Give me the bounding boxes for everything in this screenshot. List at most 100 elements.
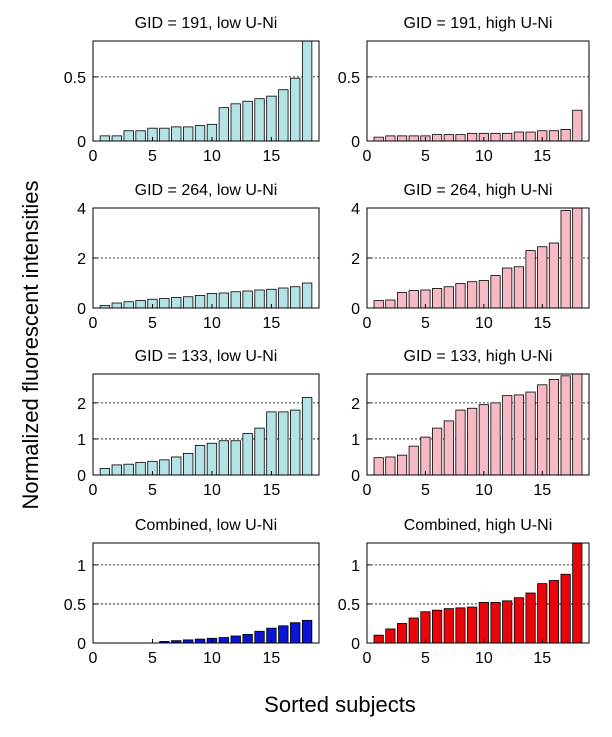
bar bbox=[254, 289, 265, 309]
bar bbox=[420, 611, 431, 644]
x-tick-label: 10 bbox=[475, 650, 493, 667]
axes-frame bbox=[92, 542, 320, 644]
bar bbox=[467, 132, 478, 142]
x-tick-label: 0 bbox=[89, 482, 98, 499]
bar bbox=[385, 456, 396, 476]
bar bbox=[396, 135, 408, 142]
bar bbox=[432, 134, 443, 142]
bar bbox=[396, 292, 408, 309]
bar bbox=[396, 454, 408, 476]
bar bbox=[373, 634, 384, 644]
bar bbox=[266, 95, 277, 142]
y-tick-label: 0 bbox=[351, 301, 360, 318]
x-tick-label: 5 bbox=[148, 482, 157, 499]
bar bbox=[373, 457, 384, 476]
bar bbox=[443, 286, 454, 309]
bar bbox=[513, 597, 524, 644]
bar bbox=[171, 126, 182, 142]
panel-title: Combined, high U-Ni bbox=[404, 517, 553, 534]
bar bbox=[182, 452, 194, 476]
panel-title: GID = 133, low U-Ni bbox=[135, 348, 278, 365]
y-tick-label: 2 bbox=[351, 251, 360, 268]
bar bbox=[560, 129, 571, 142]
x-tick-label: 10 bbox=[203, 482, 221, 499]
bar bbox=[455, 409, 466, 476]
bar bbox=[408, 445, 419, 476]
y-tick-label: 0 bbox=[77, 301, 86, 318]
bar bbox=[467, 407, 478, 476]
bar bbox=[123, 463, 134, 476]
bar bbox=[572, 207, 583, 309]
bar bbox=[218, 637, 230, 644]
bar bbox=[385, 135, 396, 142]
bar bbox=[278, 89, 289, 142]
panel-title: GID = 133, high U-Ni bbox=[404, 348, 553, 365]
bar bbox=[432, 427, 443, 476]
x-tick-label: 10 bbox=[475, 482, 493, 499]
panel-title: GID = 264, low U-Ni bbox=[135, 182, 278, 199]
bar bbox=[254, 630, 265, 644]
x-tick-label: 10 bbox=[203, 650, 221, 667]
bar bbox=[525, 391, 536, 476]
bar bbox=[560, 375, 571, 476]
bar bbox=[502, 132, 513, 142]
bar bbox=[242, 290, 253, 309]
bar bbox=[194, 638, 206, 644]
bar bbox=[396, 623, 408, 644]
y-tick-label: 1 bbox=[351, 432, 360, 449]
bar bbox=[443, 420, 454, 476]
bar bbox=[478, 601, 489, 644]
x-tick-label: 5 bbox=[421, 315, 430, 332]
bar bbox=[278, 287, 289, 309]
bar bbox=[230, 440, 241, 476]
bar bbox=[230, 291, 241, 309]
y-tick-label: 0.5 bbox=[338, 597, 360, 614]
bar bbox=[301, 397, 313, 476]
bar bbox=[194, 295, 206, 309]
x-tick-label: 0 bbox=[363, 650, 372, 667]
x-tick-label: 0 bbox=[363, 482, 372, 499]
bar bbox=[218, 440, 230, 476]
bar bbox=[301, 40, 313, 142]
panel-title: Combined, low U-Ni bbox=[135, 517, 277, 534]
panel-5: GID = 133, low U-Ni 0 5 10 15 0 1 2 bbox=[77, 348, 320, 499]
bar bbox=[432, 609, 443, 644]
bar bbox=[194, 125, 206, 142]
y-tick-label: 2 bbox=[351, 396, 360, 413]
bar bbox=[513, 131, 524, 142]
bar bbox=[548, 242, 560, 309]
bar bbox=[572, 542, 583, 644]
panel-4: GID = 264, high U-Ni 0 5 10 15 0 2 4 bbox=[351, 182, 590, 332]
x-tick-label: 0 bbox=[89, 148, 98, 165]
bar bbox=[548, 580, 560, 644]
x-tick-label: 0 bbox=[363, 315, 372, 332]
bar bbox=[182, 296, 194, 309]
y-tick-label: 1 bbox=[77, 432, 86, 449]
x-tick-label: 10 bbox=[475, 148, 493, 165]
x-tick-label: 10 bbox=[475, 315, 493, 332]
bar bbox=[408, 135, 419, 142]
bar bbox=[467, 606, 478, 644]
bar bbox=[254, 427, 265, 476]
axes-frame bbox=[366, 40, 590, 142]
bar bbox=[135, 300, 146, 309]
bar bbox=[135, 130, 146, 142]
bar bbox=[218, 292, 230, 309]
bar bbox=[266, 411, 277, 476]
x-tick-label: 10 bbox=[203, 315, 221, 332]
bar bbox=[111, 302, 122, 309]
x-tick-label: 5 bbox=[148, 148, 157, 165]
bar bbox=[278, 411, 289, 476]
y-tick-label: 1 bbox=[77, 558, 86, 575]
y-tick-label: 1 bbox=[351, 558, 360, 575]
bar bbox=[290, 409, 301, 476]
x-tick-label: 5 bbox=[421, 650, 430, 667]
x-tick-label: 15 bbox=[263, 482, 281, 499]
bar bbox=[478, 404, 489, 476]
bar bbox=[420, 436, 431, 476]
figure-y-axis-label: Normalized fluorescent intensities bbox=[18, 181, 43, 510]
x-tick-label: 15 bbox=[263, 148, 281, 165]
panel-title: GID = 191, low U-Ni bbox=[135, 15, 278, 32]
bar bbox=[301, 282, 313, 309]
